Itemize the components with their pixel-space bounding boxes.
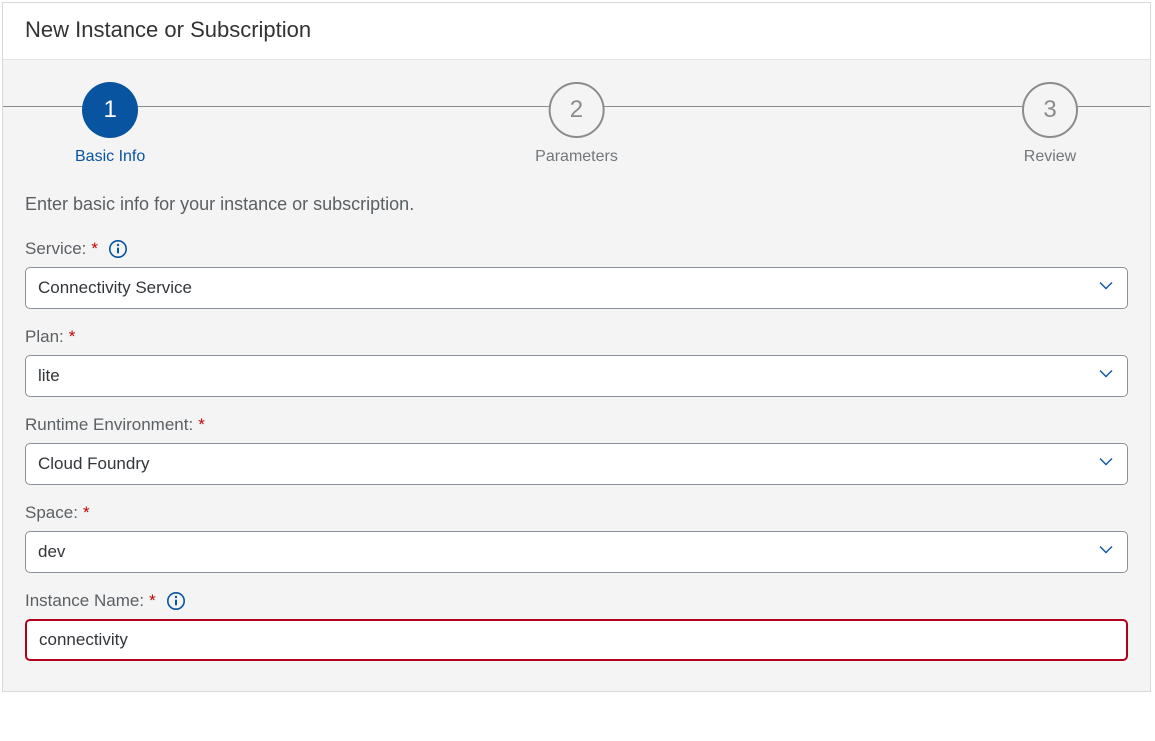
field-space: Space:* dev: [25, 503, 1128, 573]
wizard-step-review[interactable]: 3 Review: [1022, 64, 1078, 166]
form-area: Enter basic info for your instance or su…: [3, 170, 1150, 691]
wizard-step-number: 2: [548, 82, 604, 138]
wizard-step-label: Review: [1024, 148, 1076, 166]
required-indicator: *: [198, 415, 205, 435]
field-service: Service:* Connectivity Service: [25, 239, 1128, 309]
wizard-steps: 1 Basic Info 2 Parameters 3 Review: [3, 60, 1150, 170]
plan-select[interactable]: lite: [25, 355, 1128, 397]
required-indicator: *: [83, 503, 90, 523]
dialog-body: 1 Basic Info 2 Parameters 3 Review Enter…: [3, 60, 1150, 691]
wizard-step-label: Parameters: [535, 148, 618, 166]
info-icon[interactable]: [108, 239, 128, 259]
field-plan: Plan:* lite: [25, 327, 1128, 397]
plan-label: Plan:*: [25, 327, 1128, 347]
required-indicator: *: [149, 591, 156, 611]
instance-name-input[interactable]: [25, 619, 1128, 661]
wizard-step-number: 1: [82, 82, 138, 138]
space-select-value: dev: [25, 531, 1128, 573]
runtime-select[interactable]: Cloud Foundry: [25, 443, 1128, 485]
dialog-header: New Instance or Subscription: [3, 3, 1150, 60]
label-text: Space:: [25, 503, 78, 523]
label-text: Runtime Environment:: [25, 415, 193, 435]
wizard-step-number: 3: [1022, 82, 1078, 138]
field-runtime-environment: Runtime Environment:* Cloud Foundry: [25, 415, 1128, 485]
space-select[interactable]: dev: [25, 531, 1128, 573]
instance-name-label: Instance Name:*: [25, 591, 1128, 611]
plan-select-value: lite: [25, 355, 1128, 397]
wizard-step-basic-info[interactable]: 1 Basic Info: [75, 64, 145, 166]
required-indicator: *: [69, 327, 76, 347]
new-instance-dialog: New Instance or Subscription 1 Basic Inf…: [2, 2, 1151, 692]
runtime-label: Runtime Environment:*: [25, 415, 1128, 435]
wizard-step-label: Basic Info: [75, 148, 145, 166]
label-text: Instance Name:: [25, 591, 144, 611]
service-select[interactable]: Connectivity Service: [25, 267, 1128, 309]
service-label: Service:*: [25, 239, 1128, 259]
required-indicator: *: [91, 239, 98, 259]
info-icon[interactable]: [166, 591, 186, 611]
space-label: Space:*: [25, 503, 1128, 523]
form-intro: Enter basic info for your instance or su…: [25, 194, 1128, 215]
service-select-value: Connectivity Service: [25, 267, 1128, 309]
label-text: Service:: [25, 239, 86, 259]
field-instance-name: Instance Name:*: [25, 591, 1128, 661]
label-text: Plan:: [25, 327, 64, 347]
wizard-step-parameters[interactable]: 2 Parameters: [535, 64, 618, 166]
runtime-select-value: Cloud Foundry: [25, 443, 1128, 485]
dialog-title: New Instance or Subscription: [25, 17, 1128, 43]
